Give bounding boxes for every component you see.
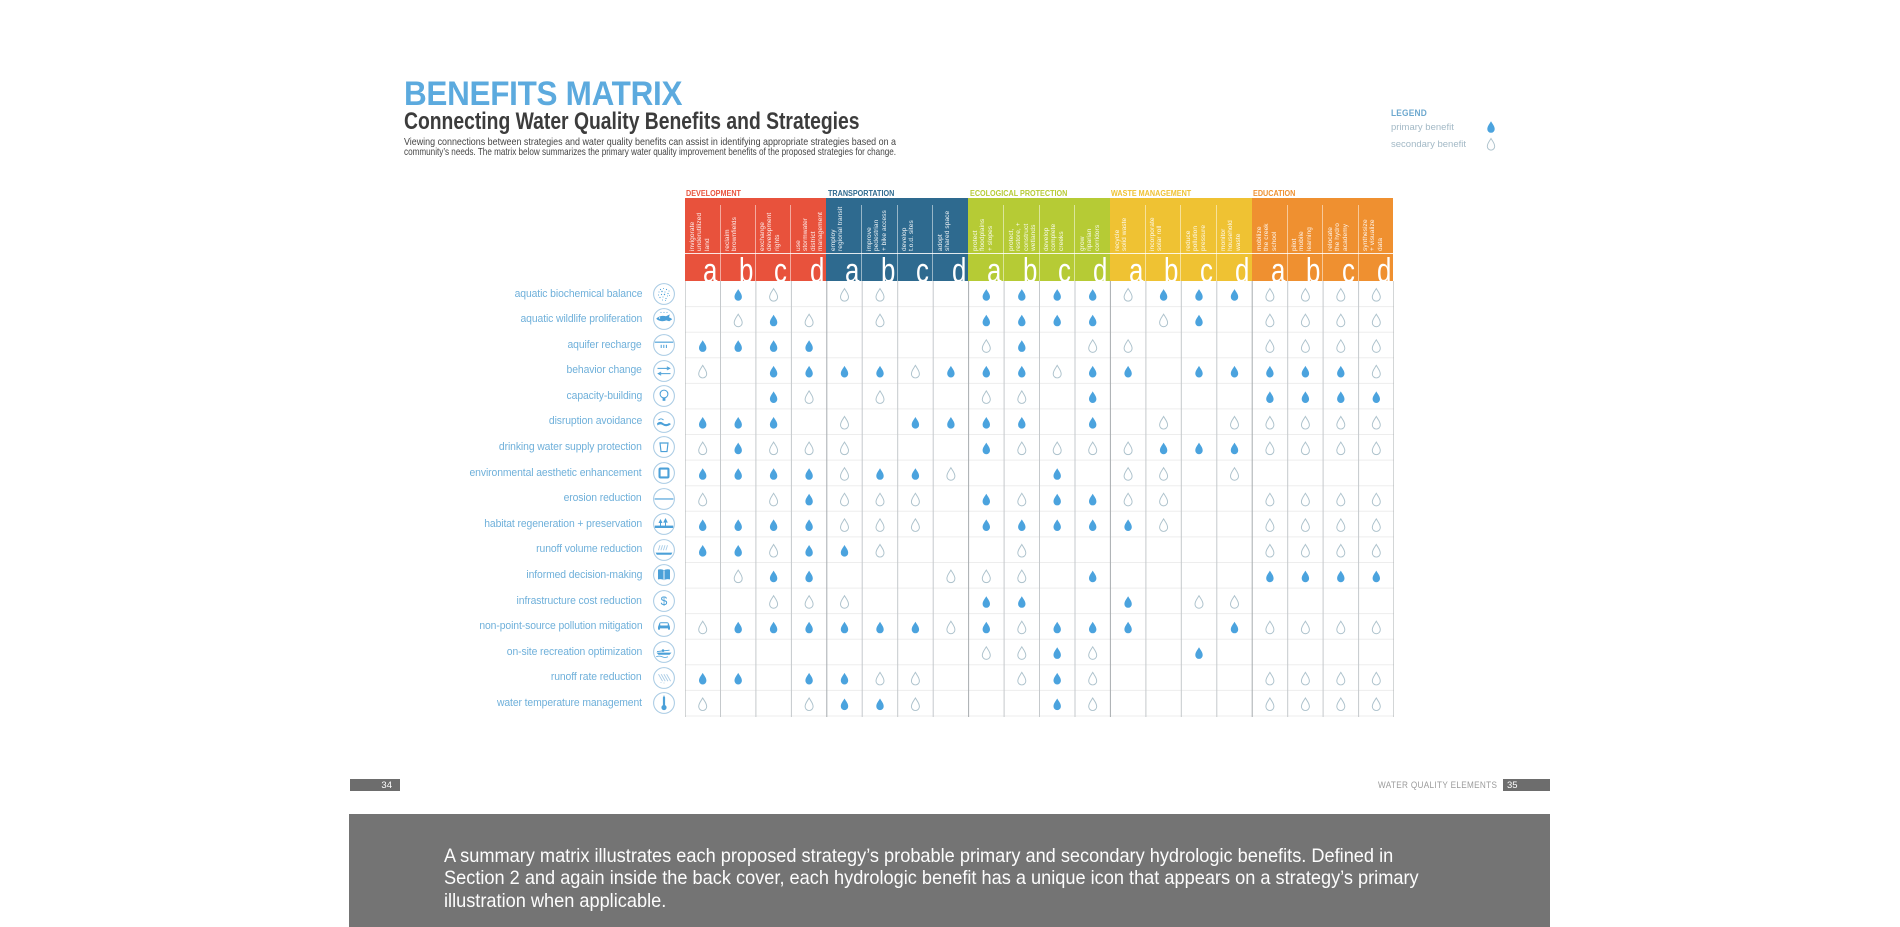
svg-text:$: $ (661, 594, 668, 608)
